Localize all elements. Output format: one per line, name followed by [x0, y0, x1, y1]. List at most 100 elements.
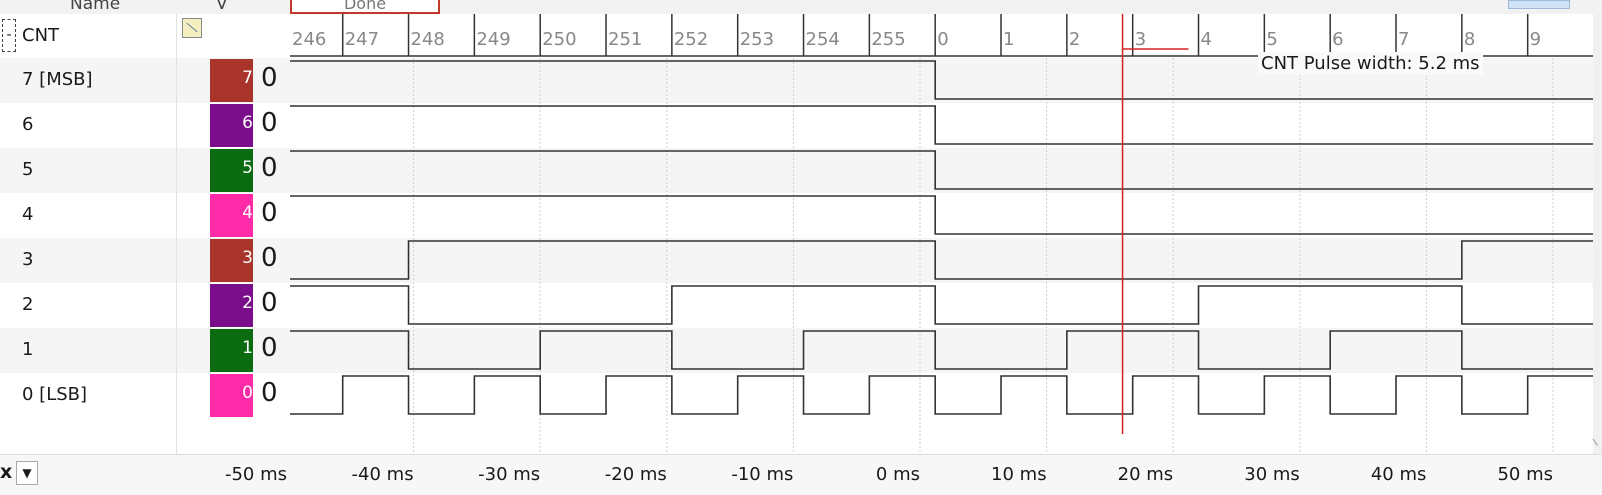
- bus-value-label: 246: [292, 29, 326, 50]
- signal-current-value: 0: [261, 378, 278, 408]
- signal-row[interactable]: 0 [LSB] 0 0: [0, 373, 290, 418]
- signal-label: 0 [LSB]: [22, 384, 88, 405]
- bus-value-label: 248: [411, 29, 445, 50]
- time-axis-label: -50 ms: [224, 464, 287, 485]
- time-axis-label: 30 ms: [1244, 464, 1300, 485]
- bus-value-label: 250: [542, 29, 576, 50]
- signal-waveform: [290, 375, 1593, 415]
- vertical-scrollbar[interactable]: [1593, 14, 1602, 454]
- signal-color-swatch[interactable]: 4: [210, 194, 253, 237]
- time-axis-label: -10 ms: [731, 464, 794, 485]
- time-axis-label: 40 ms: [1370, 464, 1427, 485]
- bus-value-label: 9: [1530, 29, 1541, 50]
- signal-bit-number: 4: [242, 203, 253, 223]
- signal-current-value: 0: [261, 108, 278, 138]
- signal-color-swatch[interactable]: 1: [210, 329, 253, 372]
- group-row-cnt[interactable]: - CNT: [0, 14, 290, 58]
- signal-current-value: 0: [261, 63, 278, 93]
- bus-value-label: 251: [608, 29, 642, 50]
- name-column-header[interactable]: Name: [70, 0, 121, 14]
- signal-label: 3: [22, 249, 34, 270]
- group-label: CNT: [22, 25, 60, 46]
- signal-label: 1: [22, 339, 34, 360]
- bus-value-label: 6: [1332, 29, 1343, 50]
- signal-label: 2: [22, 294, 34, 315]
- wave-row-background: [290, 238, 1593, 283]
- time-axis: -50 ms -40 ms -30 ms -20 ms -10 ms 0 ms 10 ms 2…: [225, 455, 1602, 495]
- bus-value-label: 247: [345, 29, 379, 50]
- time-axis-label: -40 ms: [351, 464, 414, 485]
- bus-value-label: 254: [806, 29, 840, 50]
- wave-row-background: [290, 148, 1593, 193]
- horizontal-scroll-thumb[interactable]: [1508, 0, 1570, 9]
- signal-row[interactable]: 7 [MSB] 7 0: [0, 58, 290, 103]
- wave-row-background: [290, 373, 1593, 418]
- bus-value-label: 7: [1398, 29, 1409, 50]
- signal-color-swatch[interactable]: 6: [210, 104, 253, 147]
- time-axis-label: -20 ms: [604, 464, 667, 485]
- signal-waveform: [290, 330, 1593, 370]
- signal-label: 4: [22, 204, 34, 225]
- value-column-header[interactable]: V: [216, 0, 228, 14]
- bus-value-label: 249: [476, 29, 510, 50]
- signal-label: 5: [22, 159, 34, 180]
- done-button[interactable]: Done: [290, 0, 440, 14]
- signal-bit-number: 0: [242, 383, 253, 403]
- zoom-mode-icon[interactable]: x: [0, 461, 13, 483]
- time-axis-label: 10 ms: [991, 464, 1047, 485]
- edit-pencil-icon[interactable]: [182, 18, 202, 38]
- signal-waveform: [290, 150, 1593, 190]
- signal-color-swatch[interactable]: 3: [210, 239, 253, 282]
- wave-row-background: [290, 283, 1593, 328]
- wave-row-background: [290, 193, 1593, 238]
- wave-row-background: [290, 103, 1593, 148]
- signal-bit-number: 6: [242, 113, 253, 133]
- signal-label: 6: [22, 114, 34, 135]
- time-axis-label: 0 ms: [875, 464, 920, 485]
- signal-waveform: [290, 285, 1593, 325]
- signal-current-value: 0: [261, 288, 278, 318]
- signal-waveform: [290, 195, 1593, 235]
- signal-name-panel: 7 [MSB] 7 0 6 6 0 5 5 0 4 4 0 3 3 0 2 2 0 1 1 0 0 [LSB] 0 0: [0, 14, 290, 454]
- signal-waveform: [290, 60, 1593, 100]
- signal-current-value: 0: [261, 243, 278, 273]
- bus-value-label: 0: [937, 29, 948, 50]
- bus-value-label: 252: [674, 29, 708, 50]
- signal-current-value: 0: [261, 153, 278, 183]
- time-ruler-bar: x ▼ -50 ms -40 ms -30 ms -20 ms -10 ms 0 ms 10…: [0, 454, 1602, 495]
- signal-color-swatch[interactable]: 2: [210, 284, 253, 327]
- header-strip: [0, 0, 1602, 14]
- wave-row-background: [290, 328, 1593, 373]
- signal-label: 7 [MSB]: [22, 69, 93, 90]
- time-axis-label: -30 ms: [478, 464, 541, 485]
- signal-current-value: 0: [261, 198, 278, 228]
- signal-bit-number: 2: [242, 293, 253, 313]
- bus-value-label: 253: [740, 29, 774, 50]
- collapse-toggle-icon[interactable]: -: [2, 19, 16, 52]
- signal-color-swatch[interactable]: 7: [210, 59, 253, 102]
- signal-color-swatch[interactable]: 5: [210, 149, 253, 192]
- bus-value-label: 5: [1266, 29, 1277, 50]
- bus-value-label: 1: [1003, 29, 1014, 50]
- bus-value-label: 255: [871, 29, 905, 50]
- cursor-measurement-tooltip: CNT Pulse width: 5.2 ms: [1258, 52, 1483, 75]
- bus-value-label: 2: [1069, 29, 1080, 50]
- signal-bit-number: 1: [242, 338, 253, 358]
- waveform-view[interactable]: 246 247 248 249 250 251 252 253 254 255 0 1 2 3 4 5 6 7 8 9: [290, 14, 1593, 454]
- bus-value-label: 3: [1135, 29, 1146, 50]
- signal-waveform: [290, 105, 1593, 145]
- signal-bit-number: 5: [242, 158, 253, 178]
- signal-bit-number: 3: [242, 248, 253, 268]
- time-axis-label: 20 ms: [1117, 464, 1174, 485]
- signal-color-swatch[interactable]: 0: [210, 374, 253, 417]
- signal-current-value: 0: [261, 333, 278, 363]
- bus-value-label: 8: [1464, 29, 1475, 50]
- chevron-down-icon[interactable]: ▼: [16, 461, 38, 485]
- bus-value-label: 4: [1201, 29, 1212, 50]
